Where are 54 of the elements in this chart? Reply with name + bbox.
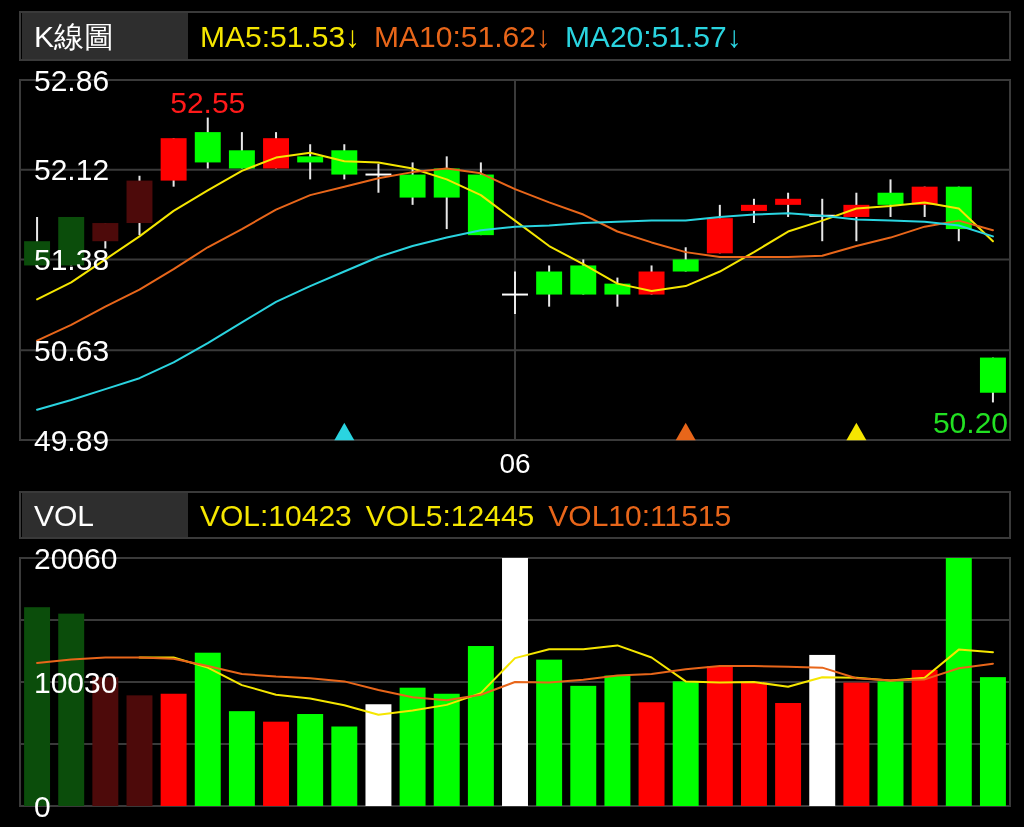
bar <box>433 693 460 806</box>
text: VOL5:12445 <box>365 498 535 532</box>
candlestick <box>501 270 529 315</box>
bar <box>331 726 358 806</box>
line-series <box>36 656 994 702</box>
candlestick <box>297 143 324 181</box>
bar <box>228 711 255 806</box>
y-tick-label: 20060 <box>34 541 118 575</box>
text: MA20:51.57↓ <box>564 19 742 53</box>
text: MA10:51.62↓ <box>374 19 551 53</box>
bar <box>365 704 392 806</box>
line-series <box>36 212 994 411</box>
bar <box>706 666 733 806</box>
candlestick <box>364 162 393 194</box>
chart-title: K線圖 <box>34 19 115 53</box>
y-tick-label: 52.12 <box>34 153 110 187</box>
candlestick <box>740 197 767 225</box>
bar <box>672 681 699 806</box>
bar <box>775 703 802 806</box>
y-tick-label: 52.86 <box>34 63 110 97</box>
text: MA5:51.53↓ <box>200 19 361 53</box>
bar <box>194 652 221 806</box>
x-tick-label: 06 <box>499 447 531 479</box>
bar <box>604 675 631 806</box>
bar <box>160 693 187 806</box>
text: VOL:10423 <box>200 498 352 532</box>
chart-title: VOL <box>34 498 95 532</box>
annotation: 50.20 <box>932 405 1008 439</box>
bar <box>979 677 1006 806</box>
bar <box>740 682 767 806</box>
y-tick-label: 50.63 <box>34 333 110 367</box>
line-series <box>36 151 994 301</box>
y-tick-label: 51.38 <box>34 242 110 276</box>
bar <box>877 681 904 806</box>
text: VOL10:11515 <box>548 498 732 532</box>
bar <box>126 695 153 806</box>
bar <box>297 714 324 806</box>
bar <box>638 702 665 806</box>
y-tick-label: 0 <box>34 789 51 823</box>
bar <box>536 659 563 806</box>
annotation: 52.55 <box>170 85 246 119</box>
bar <box>467 646 494 806</box>
bar <box>570 685 597 806</box>
bar <box>945 558 972 806</box>
bar <box>809 654 836 806</box>
bar <box>263 721 290 806</box>
bar <box>843 682 870 806</box>
y-tick-label: 49.89 <box>34 423 110 457</box>
candlestick <box>808 197 837 243</box>
bar <box>399 687 426 806</box>
bar <box>911 669 938 806</box>
candlestick <box>775 191 802 218</box>
y-tick-label: 10030 <box>34 665 118 699</box>
bar <box>502 558 528 806</box>
